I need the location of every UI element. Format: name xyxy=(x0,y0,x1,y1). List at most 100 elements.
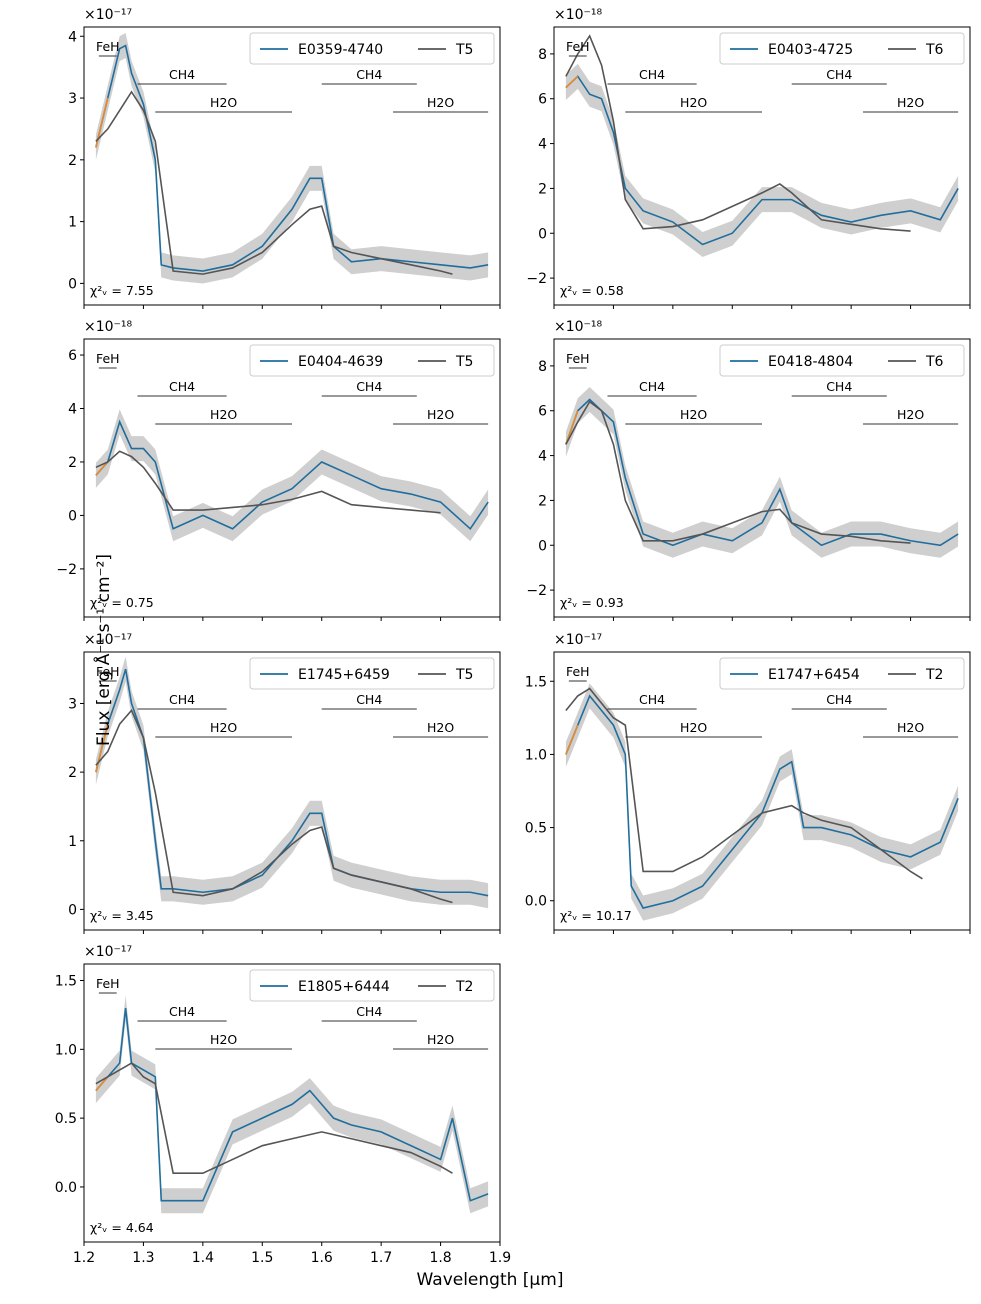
chi2-label: χ²ᵥ = 7.55 xyxy=(90,283,154,298)
legend-box xyxy=(249,344,495,377)
panel-row4-left: 0.0 0.5 1.0 1.5 1.2 1.3 1.4 1.5 1.6 1.7 1.8 1.9 ×10⁻… xyxy=(55,944,511,1266)
x-tick-label: 1.5 xyxy=(251,1250,273,1266)
band-label: CH4 xyxy=(356,692,382,707)
legend-box xyxy=(719,657,965,690)
legend-box xyxy=(719,32,965,65)
band-label: H2O xyxy=(427,1032,454,1047)
series-line-T5 xyxy=(95,708,453,904)
chi2-label: χ²ᵥ = 4.64 xyxy=(90,1220,154,1235)
y-tick-label: −2 xyxy=(56,562,77,578)
band-label: CH4 xyxy=(356,1004,382,1019)
plot-area xyxy=(565,387,959,558)
y-tick-label: 8 xyxy=(538,47,547,63)
y-tick-label: 0.0 xyxy=(525,894,547,910)
y-tick-label: 2 xyxy=(68,765,77,781)
y-tick-label: 6 xyxy=(538,92,547,108)
band-label: FeH xyxy=(96,664,120,679)
chi2-label: χ²ᵥ = 10.17 xyxy=(560,908,632,923)
y-tick-label: 6 xyxy=(68,348,77,364)
legend-label-object: E1805+6444 xyxy=(298,979,390,995)
band-label: H2O xyxy=(210,720,237,735)
band-label: H2O xyxy=(210,407,237,422)
y-axis-title: Flux [erg Å⁻¹ s⁻¹ cm⁻²] xyxy=(93,554,114,746)
legend-label-template: T2 xyxy=(925,667,943,683)
y-tick-label: 1 xyxy=(68,215,77,231)
band-label: CH4 xyxy=(169,379,195,394)
band-label: CH4 xyxy=(826,67,852,82)
legend-box xyxy=(719,344,965,377)
x-tick-label: 1.8 xyxy=(429,1250,451,1266)
band-label: H2O xyxy=(427,95,454,110)
band-label: H2O xyxy=(897,407,924,422)
panel-row3-left: 0 1 2 3 ×10⁻¹⁷ FeH CH4 CH4 H2O H2O E1745+6459 T5 χ²ᵥ… xyxy=(68,632,501,934)
masked-segment xyxy=(95,461,109,476)
legend-label-template: T5 xyxy=(455,42,473,58)
uncertainty-band xyxy=(95,33,489,284)
panel-row3-right: 0.0 0.5 1.0 1.5 ×10⁻¹⁷ FeH CH4 CH4 H2O H2O E1747+6… xyxy=(525,632,971,934)
y-exponent: ×10⁻¹⁷ xyxy=(84,944,132,960)
panel-row1-left: 0 1 2 3 4 ×10⁻¹⁷ FeH CH4 CH4 H2O H2O E0359-4740 T5 χ²… xyxy=(68,7,501,309)
uncertainty-band xyxy=(565,63,959,257)
y-tick-label: 2 xyxy=(538,493,547,509)
y-tick-label: 0 xyxy=(68,902,77,918)
y-tick-label: 3 xyxy=(68,91,77,107)
plot-frame xyxy=(553,26,971,306)
y-tick-label: −2 xyxy=(526,271,547,287)
x-tick-label: 1.3 xyxy=(132,1250,154,1266)
legend-label-template: T5 xyxy=(455,354,473,370)
chi2-label: χ²ᵥ = 0.93 xyxy=(560,595,624,610)
band-label: FeH xyxy=(96,351,120,366)
x-axis-title: Wavelength [μm] xyxy=(416,1270,564,1290)
y-exponent: ×10⁻¹⁸ xyxy=(554,319,603,335)
y-tick-label: 0.5 xyxy=(55,1111,77,1127)
y-tick-label: 4 xyxy=(538,137,547,153)
chi2-label: χ²ᵥ = 3.45 xyxy=(90,908,154,923)
plot-area xyxy=(95,995,489,1214)
masked-segment xyxy=(565,724,579,755)
masked-segment xyxy=(95,1076,109,1092)
legend-box xyxy=(249,969,495,1002)
x-tick-label: 1.9 xyxy=(489,1250,511,1266)
legend-label-object: E0418-4804 xyxy=(768,354,853,370)
y-tick-label: 4 xyxy=(68,29,77,45)
y-tick-label: 0 xyxy=(538,538,547,554)
uncertainty-band xyxy=(95,409,489,542)
y-exponent: ×10⁻¹⁸ xyxy=(554,7,603,23)
legend-label-template: T2 xyxy=(455,979,473,995)
uncertainty-band xyxy=(95,656,489,909)
series-line-E1747+6454 xyxy=(565,694,959,909)
plot-area xyxy=(95,33,489,284)
legend-label-object: E0403-4725 xyxy=(768,42,853,58)
y-tick-label: 0 xyxy=(68,276,77,292)
legend-label-object: E1747+6454 xyxy=(768,667,860,683)
x-tick-label: 1.6 xyxy=(311,1250,333,1266)
x-tick-label: 1.2 xyxy=(73,1250,95,1266)
series-line-T6 xyxy=(565,400,911,544)
band-label: H2O xyxy=(680,720,707,735)
series-line-E0404-4639 xyxy=(95,419,489,531)
panel-row1-right: −2 0 2 4 6 8 ×10⁻¹⁸ FeH CH4 CH4 H2O H2O E0403-4725 T6… xyxy=(526,7,971,309)
y-tick-label: 3 xyxy=(68,696,77,712)
plot-area xyxy=(565,34,959,257)
series-line-T5 xyxy=(95,90,453,275)
y-tick-label: 6 xyxy=(538,404,547,420)
plot-frame xyxy=(83,338,501,618)
x-tick-label: 1.4 xyxy=(192,1250,214,1266)
y-exponent: ×10⁻¹⁷ xyxy=(84,7,132,23)
series-line-T2 xyxy=(95,1062,453,1174)
band-label: FeH xyxy=(566,664,590,679)
series-line-T5 xyxy=(95,450,441,514)
band-label: H2O xyxy=(897,720,924,735)
y-exponent: ×10⁻¹⁷ xyxy=(84,632,132,648)
y-tick-label: 1 xyxy=(68,834,77,850)
series-line-T6 xyxy=(565,34,911,232)
x-tick-label: 1.7 xyxy=(370,1250,392,1266)
series-line-E0403-4725 xyxy=(565,75,959,246)
band-label: H2O xyxy=(427,720,454,735)
band-label: CH4 xyxy=(169,692,195,707)
y-tick-label: 2 xyxy=(538,181,547,197)
chi2-label: χ²ᵥ = 0.75 xyxy=(90,595,154,610)
legend-label-object: E0359-4740 xyxy=(298,42,383,58)
y-tick-label: −2 xyxy=(526,583,547,599)
